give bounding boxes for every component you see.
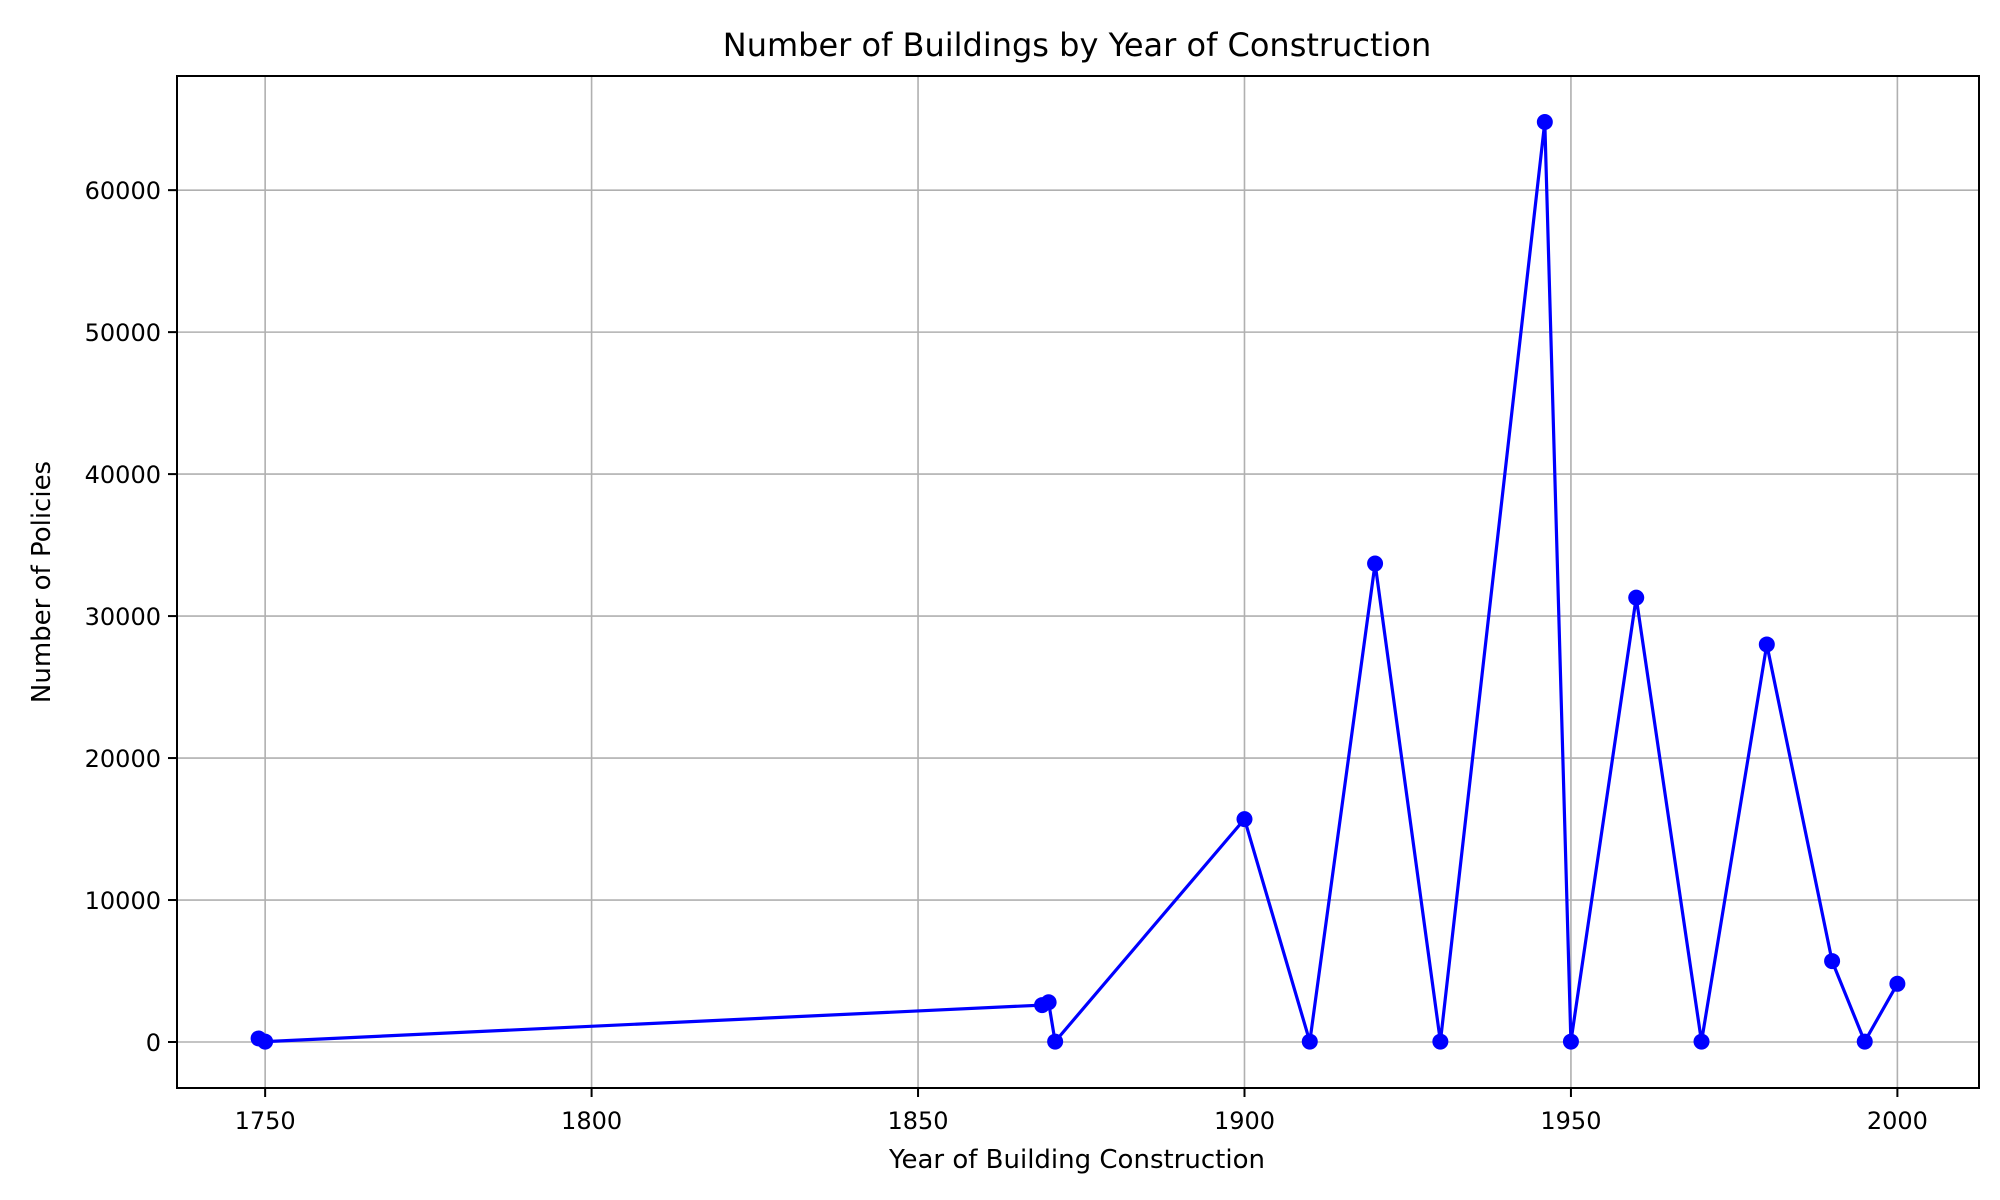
data-point (1301, 1033, 1318, 1050)
data-point (1889, 975, 1906, 992)
x-tick-label: 1750 (235, 1107, 296, 1135)
y-axis-label: Number of Policies (27, 461, 57, 703)
y-tick-label: 0 (146, 1029, 161, 1057)
x-axis: 1750 1800 1850 1900 1950 2000 (235, 1088, 1928, 1135)
data-point (257, 1033, 274, 1050)
data-point (1856, 1033, 1873, 1050)
x-tick-label: 2000 (1867, 1107, 1928, 1135)
y-tick-label: 30000 (85, 603, 161, 631)
x-tick-label: 1950 (1540, 1107, 1601, 1135)
chart-title: Number of Buildings by Year of Construct… (723, 26, 1432, 64)
x-tick-label: 1900 (1214, 1107, 1275, 1135)
y-tick-label: 50000 (85, 319, 161, 347)
x-axis-label: Year of Building Construction (888, 1145, 1265, 1175)
y-tick-label: 10000 (85, 887, 161, 915)
data-point (1432, 1033, 1449, 1050)
grid (177, 76, 1979, 1088)
x-tick-label: 1800 (561, 1107, 622, 1135)
data-point (1536, 114, 1553, 130)
y-tick-label: 20000 (85, 745, 161, 773)
y-tick-label: 60000 (85, 177, 161, 205)
data-point (1758, 636, 1775, 653)
data-point (1040, 994, 1057, 1011)
data-point (1824, 953, 1841, 970)
data-point (1367, 555, 1384, 572)
y-tick-label: 40000 (85, 461, 161, 489)
data-point (1562, 1033, 1579, 1050)
series-line (257, 120, 1899, 1044)
data-point (1047, 1033, 1064, 1050)
data-point (1236, 811, 1253, 828)
data-point (1693, 1033, 1710, 1050)
y-axis: 0 10000 20000 30000 40000 50000 60000 (85, 177, 177, 1057)
data-point (1628, 589, 1645, 606)
plot-frame (176, 75, 1980, 1089)
series-layer (250, 114, 1906, 1050)
x-tick-label: 1850 (888, 1107, 949, 1135)
